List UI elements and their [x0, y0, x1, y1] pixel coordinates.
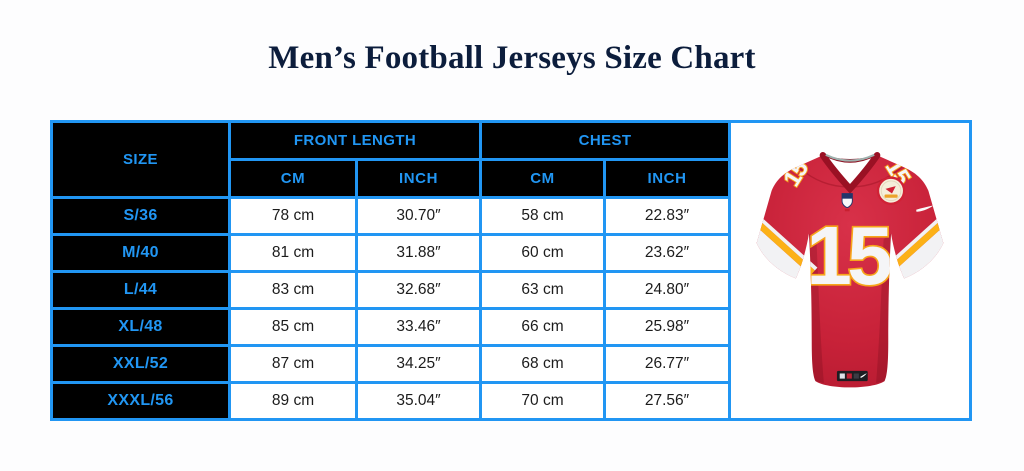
size-chart-board: SIZE FRONT LENGTH CHEST CM INCH CM INCH …: [50, 120, 973, 421]
size-cell: L/44: [50, 270, 231, 310]
header-chest-inch: INCH: [603, 158, 732, 199]
jock-tag: [836, 370, 868, 381]
table-row: L/44 83 cm 32.68″ 63 cm 24.80″: [50, 270, 732, 310]
chest-cm-cell: 70 cm: [479, 381, 607, 421]
nike-swoosh-icon: [916, 204, 934, 212]
table-row: M/40 81 cm 31.88″ 60 cm 23.62″: [50, 233, 732, 273]
front-inch-cell: 35.04″: [354, 381, 483, 421]
jersey-photo: 15 15 15: [756, 151, 944, 387]
chest-inch-cell: 27.56″: [603, 381, 732, 421]
size-cell: XXL/52: [50, 344, 231, 384]
team-patch-icon: [876, 176, 906, 205]
size-cell: S/36: [50, 196, 231, 236]
table-row: XXXL/56 89 cm 35.04″ 70 cm 27.56″: [50, 381, 732, 421]
front-cm-cell: 89 cm: [228, 381, 358, 421]
header-size: SIZE: [50, 120, 231, 199]
front-cm-cell: 78 cm: [228, 196, 358, 236]
chest-cm-cell: 58 cm: [479, 196, 607, 236]
chest-inch-cell: 26.77″: [603, 344, 732, 384]
page-title: Men’s Football Jerseys Size Chart: [268, 40, 756, 76]
chest-number: 15: [806, 211, 891, 302]
collar: [819, 151, 881, 194]
chest-cm-cell: 66 cm: [479, 307, 607, 347]
front-inch-cell: 30.70″: [354, 196, 483, 236]
front-inch-cell: 33.46″: [354, 307, 483, 347]
front-cm-cell: 87 cm: [228, 344, 358, 384]
front-inch-cell: 32.68″: [354, 270, 483, 310]
front-cm-cell: 85 cm: [228, 307, 358, 347]
chest-cm-cell: 63 cm: [479, 270, 607, 310]
sleeve-stripes-right: [882, 218, 944, 293]
size-cell: XL/48: [50, 307, 231, 347]
header-chest-cm: CM: [479, 158, 607, 199]
jersey-body: [756, 154, 944, 387]
front-cm-cell: 83 cm: [228, 270, 358, 310]
jersey-panel: 15 15 15: [728, 120, 973, 421]
nfl-shield-icon: [841, 192, 853, 211]
chest-inch-cell: 24.80″: [603, 270, 732, 310]
header-chest: CHEST: [479, 120, 732, 161]
chest-cm-cell: 68 cm: [479, 344, 607, 384]
table-row: S/36 78 cm 30.70″ 58 cm 22.83″: [50, 196, 732, 236]
chest-inch-cell: 22.83″: [603, 196, 732, 236]
table-row: XL/48 85 cm 33.46″ 66 cm 25.98″: [50, 307, 732, 347]
chest-inch-cell: 23.62″: [603, 233, 732, 273]
front-cm-cell: 81 cm: [228, 233, 358, 273]
header-front-inch: INCH: [354, 158, 483, 199]
front-inch-cell: 34.25″: [354, 344, 483, 384]
sleeve-stripes-left: [756, 218, 818, 293]
header-front-cm: CM: [228, 158, 358, 199]
size-cell: XXXL/56: [50, 381, 231, 421]
header-front-length: FRONT LENGTH: [227, 120, 483, 161]
front-inch-cell: 31.88″: [354, 233, 483, 273]
chest-cm-cell: 60 cm: [479, 233, 607, 273]
table-row: XXL/52 87 cm 34.25″ 68 cm 26.77″: [50, 344, 732, 384]
size-cell: M/40: [50, 233, 231, 273]
size-chart-table: SIZE FRONT LENGTH CHEST CM INCH CM INCH …: [50, 120, 732, 421]
chest-inch-cell: 25.98″: [603, 307, 732, 347]
